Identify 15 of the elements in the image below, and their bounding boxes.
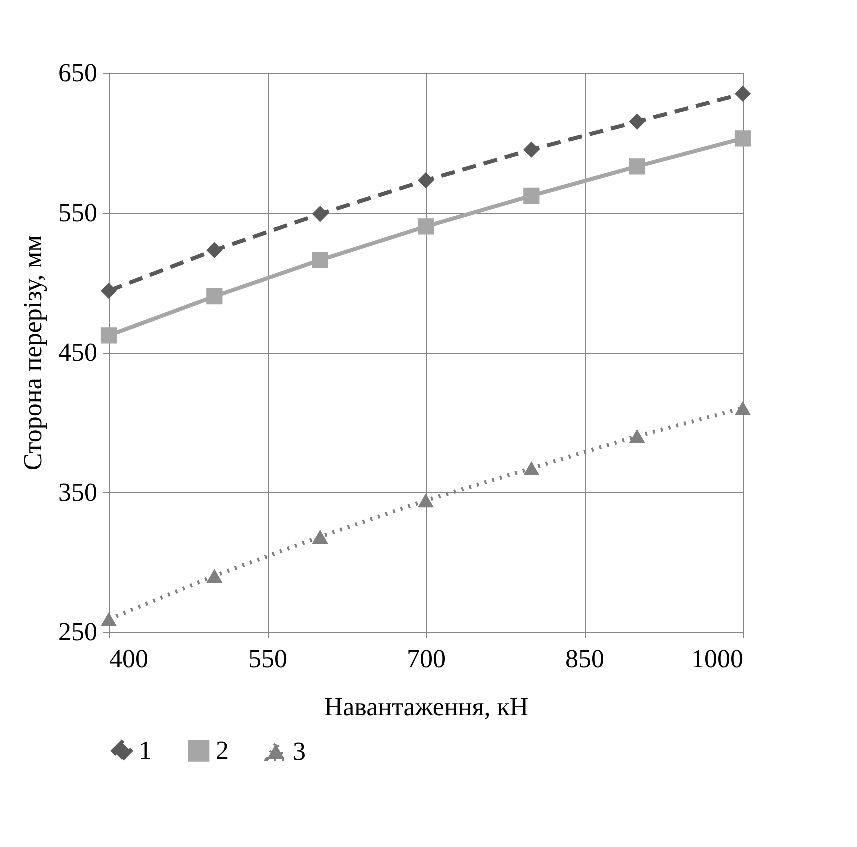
y-tick-label: 250 [58, 618, 98, 646]
legend-label: 3 [293, 736, 306, 766]
legend-label: 1 [139, 736, 152, 766]
y-tick-label: 650 [58, 58, 98, 88]
x-tick-label: 400 [110, 644, 148, 674]
legend-label: 2 [216, 736, 229, 766]
x-tick-label: 700 [407, 644, 446, 674]
x-tick-label: 850 [566, 644, 604, 674]
x-tick-label: 1000 [692, 644, 744, 674]
y-tick-label: 350 [58, 478, 98, 507]
x-axis-title: Навантаження, кН [324, 692, 529, 722]
y-axis-title: Сторона перерізу, мм [18, 235, 48, 471]
x-tick-label: 550 [248, 644, 288, 674]
y-tick-label: 450 [58, 338, 98, 367]
y-tick-label: 550 [58, 198, 98, 228]
